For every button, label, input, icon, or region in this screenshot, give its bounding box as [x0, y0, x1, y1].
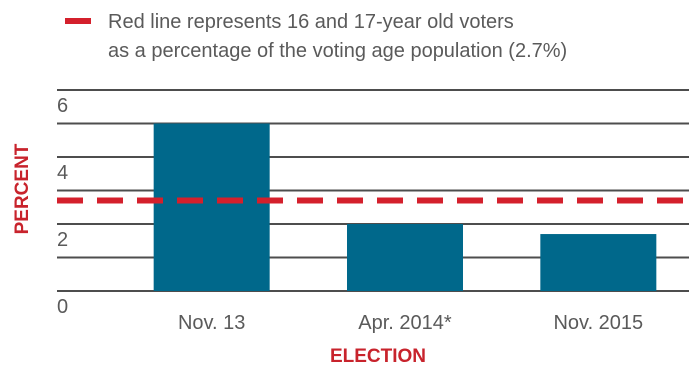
bar	[347, 224, 463, 291]
legend-label-line-2: as a percentage of the voting age popula…	[108, 40, 567, 62]
x-tick-label: Nov. 2015	[553, 312, 643, 334]
x-tick-label: Apr. 2014*	[358, 312, 452, 334]
bar	[540, 234, 657, 291]
x-axis-title: ELECTION	[330, 346, 426, 367]
y-axis-title: PERCENT	[12, 143, 33, 234]
x-tick-labels: Nov. 13 Apr. 2014* Nov. 2015	[178, 312, 643, 334]
bars	[153, 123, 657, 291]
bar	[153, 123, 270, 291]
legend-swatch	[65, 18, 91, 24]
y-tick-labels: 0 2 4 6	[57, 95, 68, 318]
legend-label-line-1: Red line represents 16 and 17-year old v…	[108, 11, 514, 33]
y-tick-label: 6	[57, 95, 68, 117]
y-tick-label: 0	[57, 296, 68, 318]
legend: Red line represents 16 and 17-year old v…	[65, 11, 567, 62]
x-tick-label: Nov. 13	[178, 312, 245, 334]
y-tick-label: 4	[57, 162, 68, 184]
y-tick-label: 2	[57, 229, 68, 251]
